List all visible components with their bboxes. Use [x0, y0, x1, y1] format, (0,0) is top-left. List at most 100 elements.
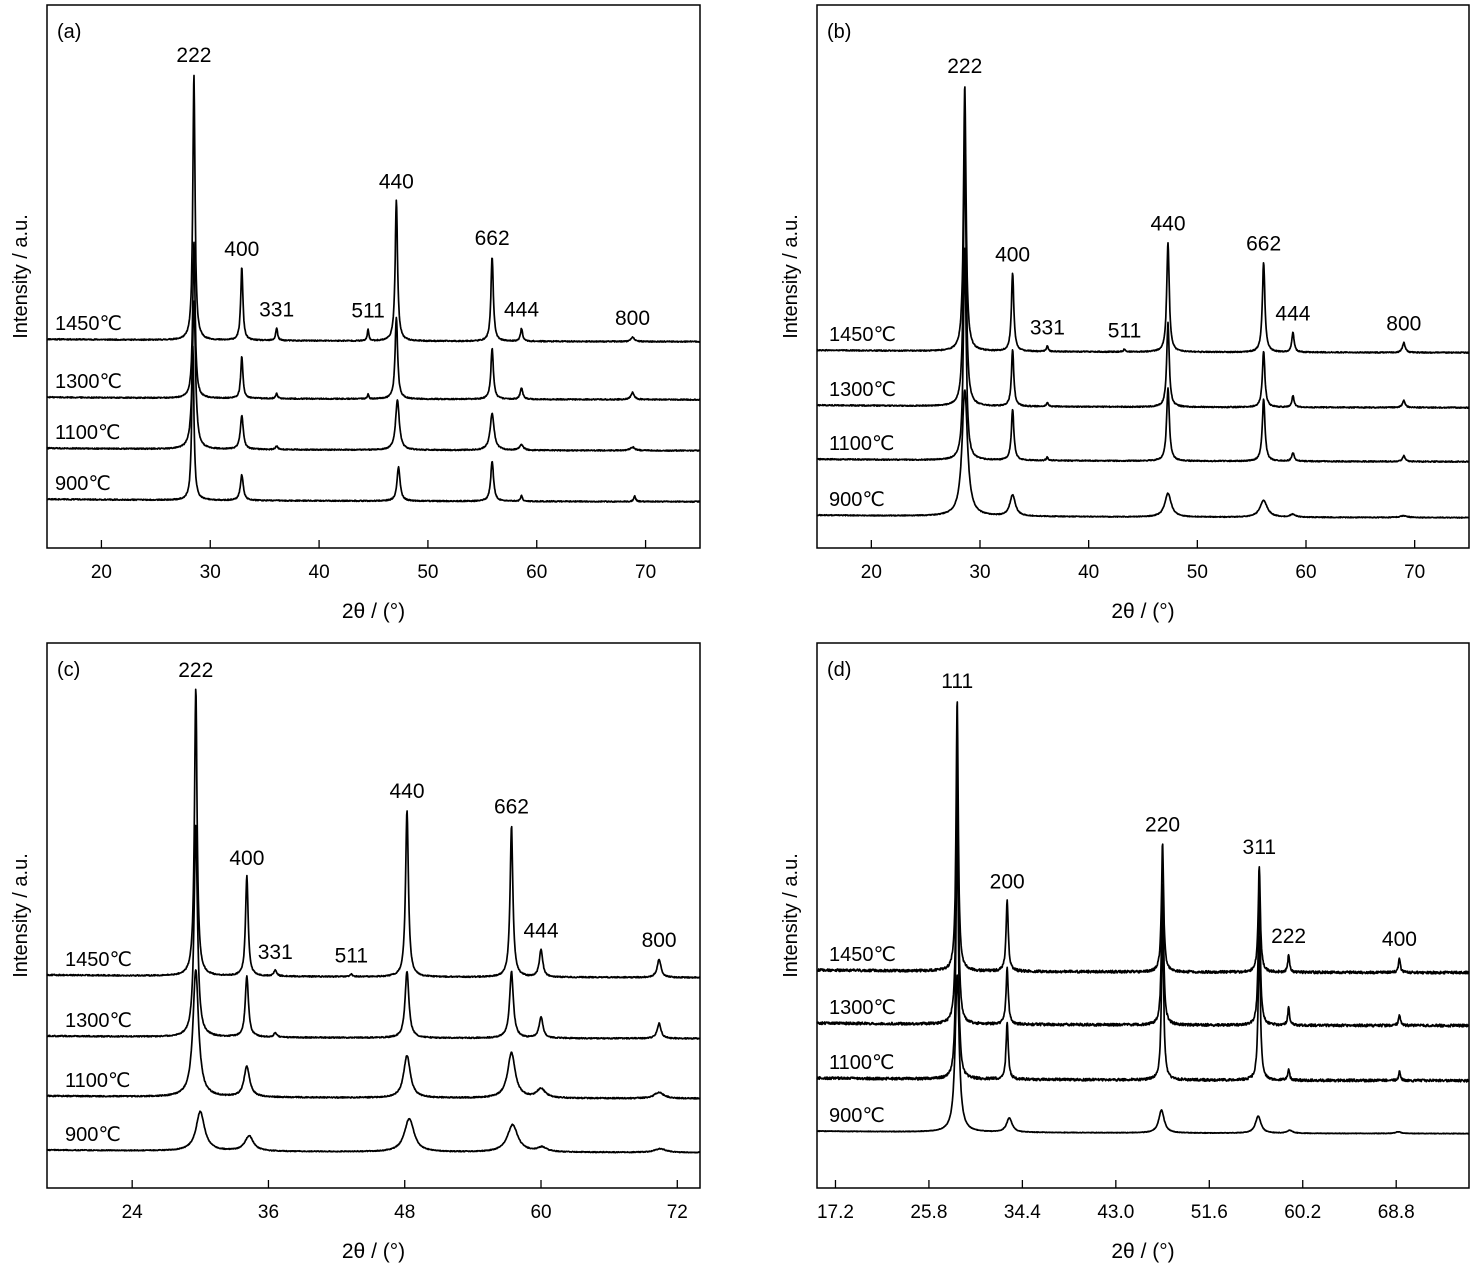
series-label: 1100℃	[829, 1052, 894, 1074]
peak-label: 511	[1108, 319, 1141, 342]
series-label: 1450℃	[65, 949, 132, 971]
y-axis-label: Intensity / a.u.	[10, 214, 32, 339]
x-axis-label: 2θ / (°)	[342, 600, 405, 623]
series-label: 1100℃	[829, 433, 894, 455]
series-line-1100℃	[46, 969, 701, 1100]
series-label: 1100℃	[65, 1070, 130, 1092]
peak-label: 662	[1246, 232, 1281, 255]
peak-label: 511	[351, 299, 384, 322]
plot-frame	[46, 642, 701, 1189]
x-tick-label: 60	[1295, 562, 1316, 583]
series-line-1300℃	[816, 141, 1470, 409]
panel-b: (b) 20 30 40 50 60 70 2θ / (°) Intensity / a.u. 1…	[780, 4, 1470, 623]
panel-label: (c)	[57, 659, 80, 681]
series-line-1300℃	[816, 754, 1470, 1028]
peak-label: 222	[1271, 925, 1306, 948]
x-tick-label: 60	[526, 562, 547, 583]
y-axis-label: Intensity / a.u.	[780, 853, 802, 978]
x-tick-label: 34.4	[1004, 1202, 1041, 1223]
panel-a: (a) 20 30 40 50 60 70 2θ / (°) Intensity / a.u. 1…	[10, 4, 701, 623]
x-axis-label: 2θ / (°)	[342, 1240, 405, 1263]
series-line-900℃	[816, 389, 1470, 519]
x-tick-label: 20	[861, 562, 882, 583]
peak-label: 222	[947, 55, 982, 78]
series-line-1100℃	[46, 300, 701, 452]
x-tick-label: 48	[394, 1202, 415, 1223]
peak-label: 444	[1275, 303, 1310, 326]
x-tick-label: 43.0	[1097, 1202, 1134, 1223]
y-axis-label: Intensity / a.u.	[10, 853, 32, 978]
x-tick-label: 70	[635, 562, 656, 583]
peak-label: 400	[1382, 928, 1417, 951]
x-tick-label: 24	[122, 1202, 144, 1223]
peak-label: 800	[1386, 312, 1421, 335]
series-line-1450℃	[46, 688, 701, 979]
series-label: 1300℃	[55, 371, 122, 393]
panel-c: (c) 24 36 48 60 72 2θ / (°) Intensity / a.u. 145…	[10, 642, 701, 1263]
x-tick-label: 51.6	[1191, 1202, 1228, 1223]
plot-frame	[816, 4, 1470, 549]
peak-label: 511	[335, 945, 368, 968]
peak-label: 331	[1030, 317, 1065, 340]
x-tick-label: 40	[309, 562, 330, 583]
peak-label: 331	[258, 941, 293, 964]
x-axis-label: 2θ / (°)	[1111, 1240, 1174, 1263]
y-axis-label: Intensity / a.u.	[780, 214, 802, 339]
x-tick-label: 72	[667, 1202, 688, 1223]
series-line-1300℃	[46, 824, 701, 1040]
series-line-1100℃	[816, 247, 1470, 463]
peak-label: 331	[259, 299, 294, 322]
x-tick-label: 17.2	[817, 1202, 854, 1223]
peak-label: 111	[941, 670, 973, 693]
peak-label: 311	[1243, 836, 1276, 859]
series-label: 1100℃	[55, 422, 120, 444]
peak-label: 400	[224, 238, 259, 261]
peak-label: 800	[642, 929, 677, 952]
peak-label: 200	[990, 871, 1025, 894]
x-tick-label: 60	[530, 1202, 551, 1223]
x-tick-label: 68.8	[1378, 1202, 1415, 1223]
series-line-1450℃	[816, 86, 1470, 354]
series-label: 1300℃	[65, 1010, 132, 1032]
series-label: 900℃	[65, 1124, 121, 1146]
panel-label: (a)	[57, 21, 81, 43]
x-axis-label: 2θ / (°)	[1111, 600, 1174, 623]
peak-label: 222	[178, 659, 213, 682]
x-tick-label: 36	[258, 1202, 279, 1223]
peak-label: 800	[615, 307, 650, 330]
plot-frame	[46, 4, 701, 549]
series-label: 900℃	[55, 473, 111, 495]
peak-label: 662	[475, 227, 510, 250]
x-tick-label: 30	[200, 562, 221, 583]
series-label: 1300℃	[829, 379, 896, 401]
peak-label: 220	[1145, 813, 1180, 836]
series-line-900℃	[46, 1110, 701, 1154]
series-label: 1300℃	[829, 997, 896, 1019]
series-line-1450℃	[816, 701, 1470, 975]
series-label: 900℃	[829, 489, 885, 511]
x-tick-label: 70	[1404, 562, 1425, 583]
peak-label: 662	[494, 795, 529, 818]
x-tick-label: 50	[1187, 562, 1208, 583]
series-line-900℃	[46, 345, 701, 504]
peak-label: 444	[504, 299, 539, 322]
x-tick-label: 20	[91, 562, 112, 583]
x-tick-label: 50	[417, 562, 438, 583]
series-line-1100℃	[816, 809, 1470, 1083]
series-label: 1450℃	[55, 313, 122, 335]
peak-label: 444	[523, 920, 558, 943]
series-label: 1450℃	[829, 944, 896, 966]
series-label: 900℃	[829, 1105, 885, 1127]
peak-label: 400	[229, 847, 264, 870]
peak-label: 440	[379, 171, 414, 194]
x-tick-label: 40	[1078, 562, 1099, 583]
panel-label: (d)	[827, 659, 851, 681]
series-line-1450℃	[46, 74, 701, 343]
x-tick-label: 25.8	[910, 1202, 947, 1223]
peak-label: 400	[995, 243, 1030, 266]
plot-frame	[816, 642, 1470, 1189]
x-tick-label: 30	[969, 562, 990, 583]
panel-label: (b)	[827, 21, 851, 43]
series-line-900℃	[816, 974, 1470, 1135]
